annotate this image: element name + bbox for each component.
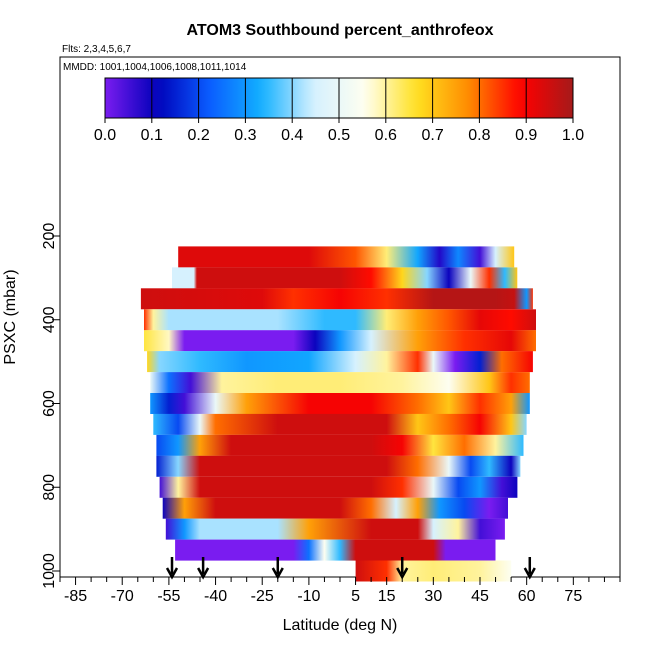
data-band [144,330,536,352]
y-axis-label: PSXC (mbar) [2,269,19,364]
y-tick-label: 800 [41,474,58,501]
data-band [150,372,530,394]
data-band [156,455,521,477]
y-tick-label: 1000 [41,553,58,589]
data-band [355,560,512,582]
x-tick-label: -10 [297,588,320,605]
colorbar-tick-label: 0.9 [515,127,537,144]
data-band [175,539,496,561]
y-tick-label: 200 [41,223,58,250]
colorbar-tick-label: 0.0 [94,127,116,144]
x-tick-label: -85 [64,588,87,605]
x-tick-label: -40 [204,588,227,605]
data-band [150,393,530,414]
x-tick-label: -55 [157,588,180,605]
data-band [144,309,536,331]
x-tick-label: -70 [111,588,134,605]
data-band [140,288,533,310]
colorbar-tick-label: 0.1 [141,127,163,144]
x-axis-label: Latitude (deg N) [283,617,398,634]
chart-title: ATOM3 Southbound percent_anthrofeox [187,22,494,39]
data-band [159,476,518,498]
axes: -85 -70 -55 -40 -25 -10 5 15 30 45 60 75 200 400 600 80… [41,223,621,605]
data-band [172,267,518,289]
x-tick-label: 45 [471,588,489,605]
flights-label: Flts: 2,3,4,5,6,7 [62,44,131,55]
colorbar-tick-label: 0.3 [234,127,256,144]
dates-label: MMDD: 1001,1004,1006,1008,1011,1014 [63,62,247,73]
colorbar-tick-label: 0.8 [468,127,490,144]
data-band [178,246,515,268]
data-bands [140,246,536,582]
x-tick-label: 30 [424,588,442,605]
x-tick-label: -25 [251,588,274,605]
data-band [156,434,524,456]
colorbar-tick-label: 1.0 [562,127,584,144]
data-band [165,518,505,540]
x-tick-label: 5 [351,588,360,605]
y-tick-label: 600 [41,390,58,417]
colorbar-tick-label: 0.5 [328,127,350,144]
data-band [147,351,533,373]
latitude-arrows [165,557,536,580]
x-tick-label: 75 [564,588,582,605]
x-tick-label: 60 [518,588,536,605]
colorbar-tick-label: 0.7 [421,127,443,144]
colorbar-tick-label: 0.4 [281,127,303,144]
y-tick-label: 400 [41,306,58,333]
x-tick-label: 15 [378,588,396,605]
colorbar-tick-label: 0.6 [375,127,397,144]
colorbar: 0.0 0.1 0.2 0.3 0.4 0.5 0.6 0.7 0.8 0.9 1.0 [94,77,584,144]
latitude-arrow-head [197,567,210,580]
data-band [153,413,527,435]
data-band [162,497,508,519]
latitude-arrow-head [165,567,179,580]
latitude-arrow-head [523,567,536,580]
colorbar-tick-label: 0.2 [187,127,209,144]
